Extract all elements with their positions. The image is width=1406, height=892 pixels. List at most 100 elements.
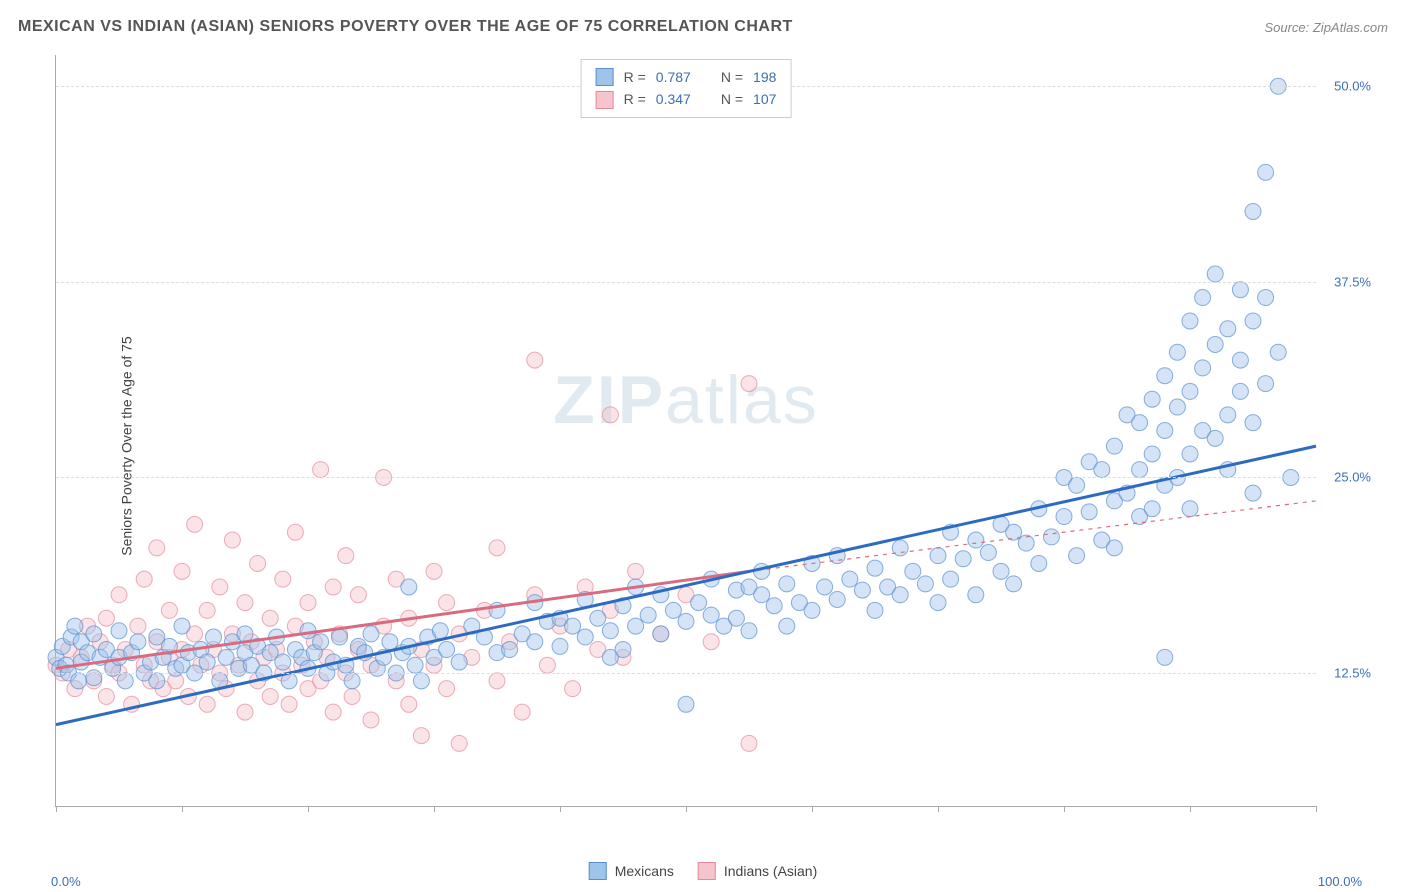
data-point: [1220, 407, 1236, 423]
data-point: [1207, 336, 1223, 352]
data-point: [930, 548, 946, 564]
data-point: [1195, 290, 1211, 306]
x-tick: [1316, 806, 1317, 812]
data-point: [338, 548, 354, 564]
data-point: [313, 634, 329, 650]
data-point: [363, 626, 379, 642]
data-point: [325, 704, 341, 720]
y-tick-label: 25.0%: [1334, 470, 1371, 485]
data-point: [1207, 430, 1223, 446]
stat-n-value: 198: [753, 66, 776, 88]
data-point: [1169, 399, 1185, 415]
chart-header: MEXICAN VS INDIAN (ASIAN) SENIORS POVERT…: [18, 18, 1388, 36]
data-point: [577, 629, 593, 645]
data-point: [741, 623, 757, 639]
data-point: [1207, 266, 1223, 282]
data-point: [628, 563, 644, 579]
data-point: [111, 623, 127, 639]
data-point: [930, 595, 946, 611]
data-point: [565, 618, 581, 634]
data-point: [1220, 321, 1236, 337]
data-point: [130, 618, 146, 634]
data-point: [993, 563, 1009, 579]
data-point: [86, 626, 102, 642]
data-point: [149, 673, 165, 689]
data-point: [237, 704, 253, 720]
data-point: [1182, 501, 1198, 517]
data-point: [332, 629, 348, 645]
legend-label-mexicans: Mexicans: [615, 863, 674, 879]
data-point: [1056, 509, 1072, 525]
stat-n-label: N =: [721, 66, 743, 88]
data-point: [344, 673, 360, 689]
data-point: [829, 591, 845, 607]
data-point: [224, 532, 240, 548]
x-tick: [1190, 806, 1191, 812]
data-point: [1245, 313, 1261, 329]
x-tick-label-min: 0.0%: [51, 874, 81, 889]
data-point: [842, 571, 858, 587]
gridline: [56, 477, 1316, 478]
data-point: [262, 688, 278, 704]
data-point: [1069, 548, 1085, 564]
data-point: [275, 571, 291, 587]
data-point: [117, 673, 133, 689]
data-point: [867, 602, 883, 618]
legend-swatch-mexicans: [589, 862, 607, 880]
data-point: [527, 634, 543, 650]
data-point: [943, 571, 959, 587]
data-point: [439, 642, 455, 658]
data-point: [1094, 462, 1110, 478]
data-point: [174, 563, 190, 579]
y-tick-label: 12.5%: [1334, 666, 1371, 681]
data-point: [502, 642, 518, 658]
data-point: [980, 545, 996, 561]
data-point: [451, 654, 467, 670]
data-point: [640, 607, 656, 623]
data-point: [754, 587, 770, 603]
chart-source: Source: ZipAtlas.com: [1264, 20, 1388, 35]
data-point: [1144, 391, 1160, 407]
data-point: [1245, 415, 1261, 431]
data-point: [413, 728, 429, 744]
data-point: [407, 657, 423, 673]
x-tick: [56, 806, 57, 812]
data-point: [955, 551, 971, 567]
data-point: [382, 634, 398, 650]
x-tick: [308, 806, 309, 812]
stat-r-value: 0.347: [656, 88, 691, 110]
data-point: [1182, 446, 1198, 462]
data-point: [237, 595, 253, 611]
data-point: [779, 576, 795, 592]
stat-r-label: R =: [624, 88, 646, 110]
x-tick: [560, 806, 561, 812]
data-point: [1258, 290, 1274, 306]
data-point: [275, 654, 291, 670]
stats-row: R =0.347N =107: [596, 88, 777, 110]
gridline: [56, 282, 1316, 283]
data-point: [149, 540, 165, 556]
stats-legend: R =0.787N =198R =0.347N =107: [581, 59, 792, 118]
data-point: [199, 654, 215, 670]
data-point: [703, 607, 719, 623]
data-point: [1258, 376, 1274, 392]
data-point: [766, 598, 782, 614]
data-point: [1245, 203, 1261, 219]
data-point: [313, 462, 329, 478]
data-point: [817, 579, 833, 595]
data-point: [1182, 383, 1198, 399]
data-point: [1106, 438, 1122, 454]
x-tick: [182, 806, 183, 812]
data-point: [968, 587, 984, 603]
source-prefix: Source:: [1264, 20, 1312, 35]
data-point: [691, 595, 707, 611]
data-point: [98, 688, 114, 704]
data-point: [1144, 446, 1160, 462]
stats-row: R =0.787N =198: [596, 66, 777, 88]
data-point: [212, 579, 228, 595]
data-point: [1157, 649, 1173, 665]
data-point: [439, 681, 455, 697]
data-point: [287, 524, 303, 540]
data-point: [804, 602, 820, 618]
legend-item-indians: Indians (Asian): [698, 862, 817, 880]
